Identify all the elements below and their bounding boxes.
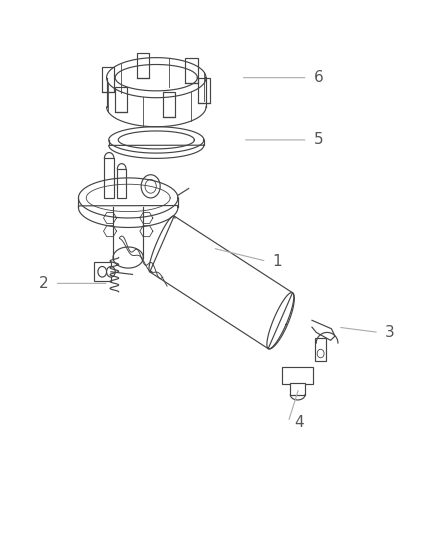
Text: 3: 3 [385,325,395,340]
Text: 6: 6 [314,70,323,85]
Polygon shape [150,216,293,349]
Circle shape [98,266,106,277]
Text: 1: 1 [272,254,282,269]
Bar [282,367,313,384]
Text: 2: 2 [39,276,49,291]
Bar [94,262,111,281]
Text: 5: 5 [314,132,323,148]
Text: 4: 4 [294,415,304,430]
Circle shape [106,266,115,277]
Bar [104,158,114,198]
Bar [117,169,126,198]
Bar [315,338,326,361]
Bar [290,383,305,394]
Circle shape [141,175,160,198]
